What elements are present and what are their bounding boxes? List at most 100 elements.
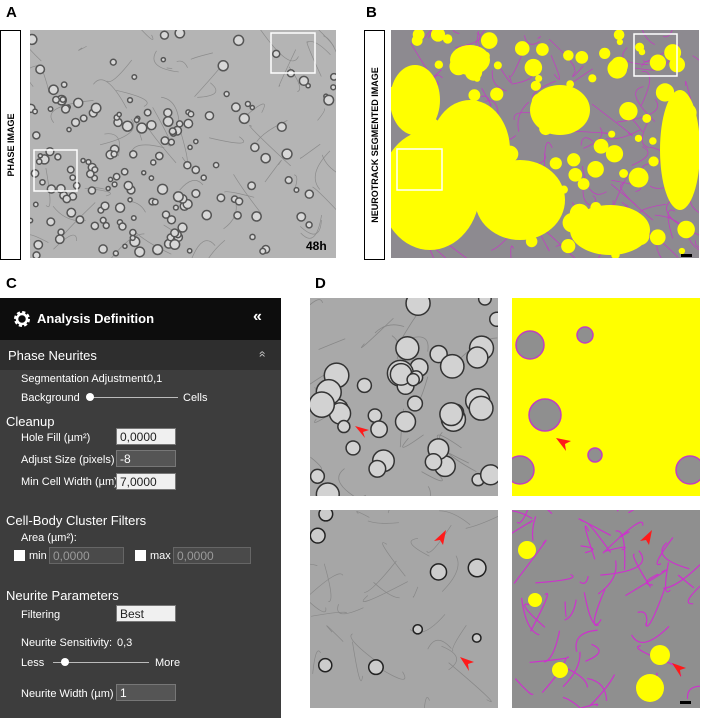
texture [201, 209, 213, 221]
texture [310, 527, 326, 544]
texture [631, 146, 649, 166]
texture [330, 84, 336, 91]
texture [619, 169, 628, 178]
input[interactable]: 7,0000 [116, 473, 176, 490]
texture [480, 32, 498, 49]
texture [318, 510, 334, 522]
texture [249, 104, 256, 111]
texture [278, 49, 297, 87]
texture [649, 54, 667, 71]
label: max [150, 550, 171, 562]
texture [426, 525, 452, 553]
texture [172, 191, 184, 203]
texture [430, 204, 450, 224]
label: Area (µm²): [21, 532, 77, 544]
texture [587, 160, 604, 178]
texture [655, 83, 675, 102]
texture [154, 151, 164, 161]
section-toggle[interactable]: » [254, 350, 269, 358]
texture [233, 174, 262, 214]
texture [518, 541, 536, 559]
scale-bar [680, 701, 691, 704]
texture [60, 104, 71, 114]
slider-left: Background [21, 392, 80, 404]
texture [177, 222, 188, 233]
slider-thumb[interactable] [86, 393, 94, 401]
gear-icon [14, 311, 30, 327]
texture [514, 678, 534, 695]
texture [46, 184, 57, 194]
panel-title: Analysis Definition [37, 311, 155, 326]
texture [116, 89, 148, 107]
texture [54, 153, 62, 161]
texture [293, 186, 300, 193]
checkbox[interactable] [135, 550, 146, 561]
texture [127, 197, 133, 203]
texture [304, 189, 315, 199]
texture [234, 197, 244, 206]
texture [310, 299, 323, 306]
texture [356, 377, 373, 394]
texture [491, 237, 508, 251]
texture [405, 298, 431, 317]
texture [30, 234, 49, 243]
input[interactable]: 0,0000 [116, 428, 176, 445]
texture [519, 162, 529, 173]
texture [30, 217, 34, 224]
texture [50, 100, 94, 123]
texture [452, 625, 467, 652]
timepoint: 48h [306, 239, 327, 253]
texture [406, 372, 420, 387]
texture [567, 153, 581, 167]
texture [402, 434, 424, 448]
dropdown[interactable]: 1 [116, 684, 176, 701]
collapse-button[interactable]: « [253, 308, 262, 325]
texture [180, 131, 188, 163]
texture [439, 353, 465, 379]
texture [649, 229, 666, 246]
texture [114, 202, 126, 213]
texture [512, 455, 535, 485]
texture [616, 99, 658, 123]
texture [200, 174, 208, 181]
texture [641, 30, 655, 45]
texture [475, 147, 494, 166]
texture [204, 110, 215, 121]
texture [619, 101, 638, 121]
texture [130, 214, 137, 222]
texture [634, 134, 643, 142]
checkbox[interactable] [14, 550, 25, 561]
texture [126, 97, 134, 104]
texture [579, 575, 589, 584]
texture [537, 36, 541, 39]
texture [600, 550, 644, 576]
dropdown[interactable]: Best [116, 605, 176, 622]
slider-right: More [155, 657, 181, 669]
texture [93, 79, 127, 109]
texture [85, 158, 92, 166]
texture [134, 246, 146, 258]
texture [568, 167, 583, 182]
texture [430, 30, 446, 42]
texture [35, 64, 46, 75]
texture [549, 93, 560, 104]
input[interactable]: 0,0000 [173, 547, 251, 564]
spin-input[interactable]: -8 [116, 450, 176, 467]
texture [667, 209, 676, 239]
texture [264, 159, 282, 183]
texture [310, 468, 326, 484]
texture [47, 106, 54, 112]
texture [329, 72, 336, 81]
texture [367, 659, 384, 676]
texture [98, 244, 108, 254]
texture [631, 625, 670, 643]
texture [687, 585, 700, 605]
slider-thumb[interactable] [61, 658, 69, 666]
texture [216, 193, 226, 203]
input[interactable]: 0,0000 [49, 547, 124, 564]
texture [109, 58, 117, 66]
texture [442, 34, 453, 44]
texture [159, 30, 170, 40]
texture [162, 116, 174, 127]
